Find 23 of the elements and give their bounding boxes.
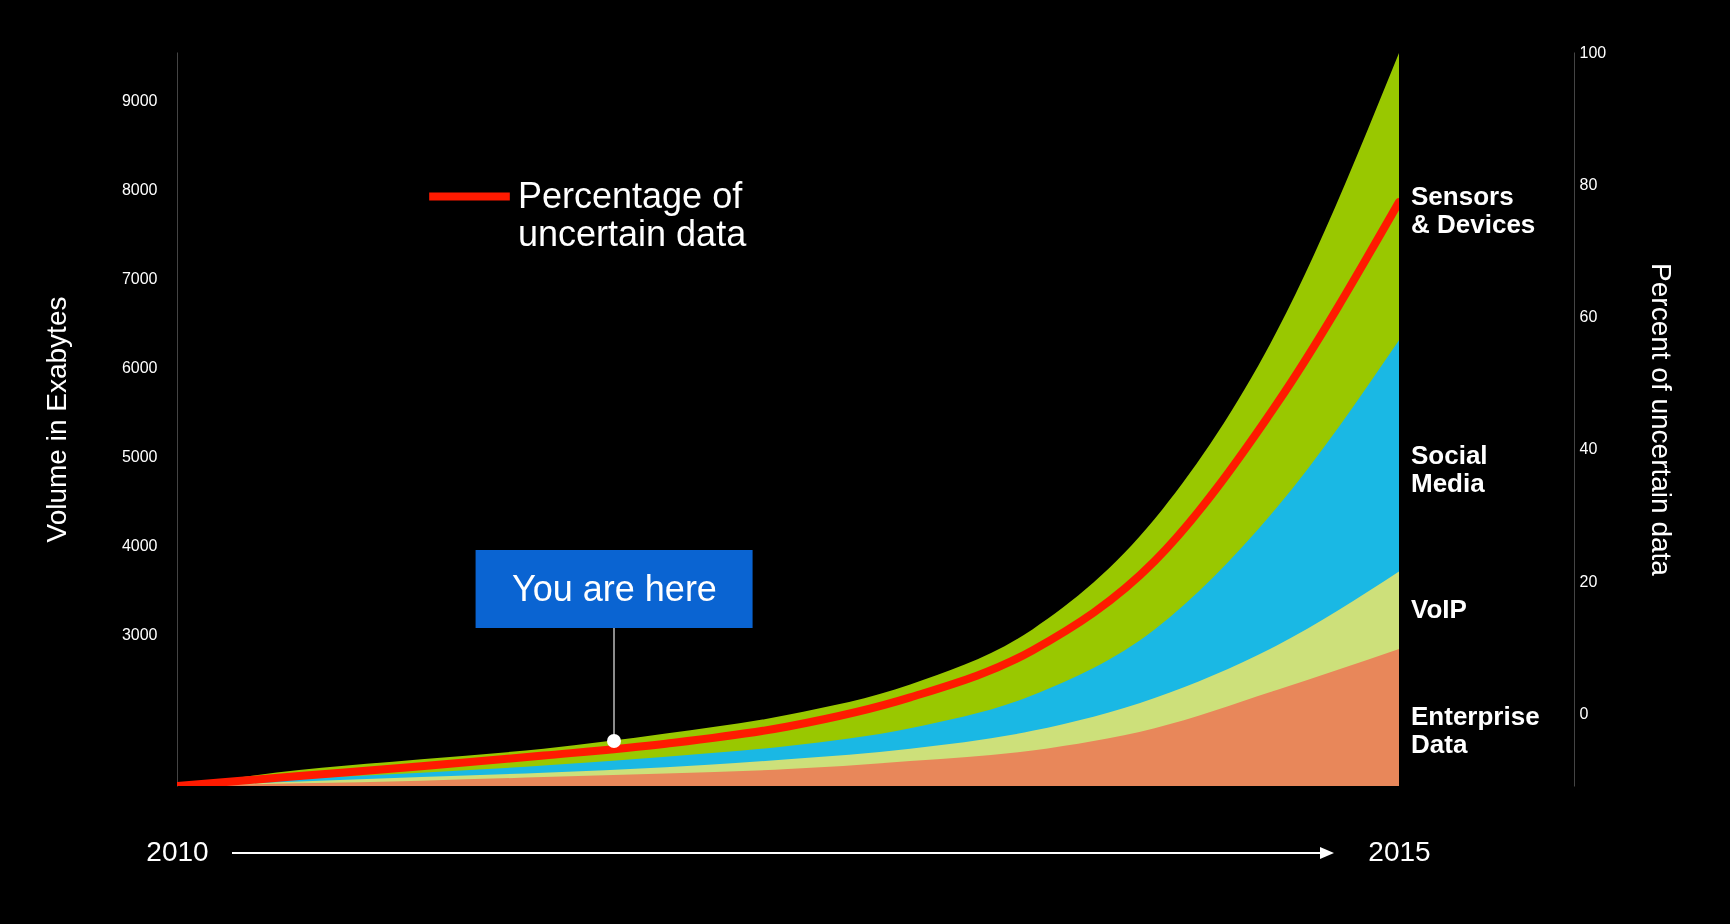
y-tick-label: 5000: [121, 448, 158, 466]
x-tick-label: 2015: [1368, 835, 1431, 867]
y2-tick-label: 40: [1579, 440, 1598, 458]
series-label: Enterprise Data: [1411, 701, 1540, 760]
y-tick-label: 6000: [121, 359, 158, 377]
y2-tick-label: 20: [1579, 572, 1598, 590]
y-axis-title: Volume in Exabytes: [40, 296, 72, 543]
legend-label: Percentage of uncertain data: [518, 174, 748, 254]
y-tick-label: 4000: [121, 537, 158, 555]
y-tick-label: 9000: [121, 92, 158, 110]
y-tick-label: 8000: [121, 181, 158, 199]
series-label: Sensors & Devices: [1411, 180, 1536, 239]
x-tick-label: 2010: [146, 835, 209, 867]
y-tick-label: 7000: [121, 270, 158, 288]
series-label: VoIP: [1411, 594, 1467, 625]
y2-tick-label: 60: [1579, 308, 1598, 325]
y2-tick-label: 0: [1579, 704, 1589, 722]
annotation: You are here: [476, 549, 753, 628]
y2-axis-title: Percent of uncertain data: [1646, 263, 1678, 577]
y2-tick-label: 100: [1579, 43, 1607, 61]
y2-tick-label: 80: [1579, 175, 1598, 193]
y-tick-label: 3000: [121, 626, 158, 644]
series-label: Social Media: [1411, 439, 1488, 498]
